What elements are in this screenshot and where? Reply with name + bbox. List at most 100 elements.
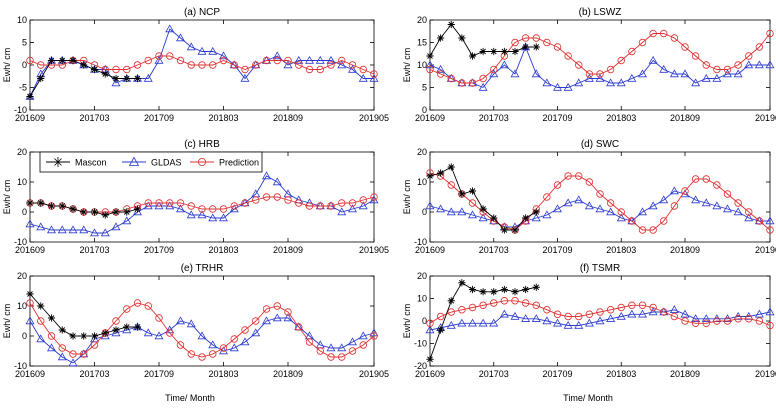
data-point-prediction (479, 301, 487, 309)
data-point-prediction (745, 208, 753, 216)
data-point-prediction (596, 190, 604, 198)
data-point-prediction (617, 208, 625, 216)
data-point-gldas (348, 337, 357, 346)
data-point-gldas (425, 325, 435, 334)
data-point-gldas (680, 69, 690, 78)
data-point-mascon (511, 47, 519, 56)
data-point-prediction (370, 332, 378, 340)
data-point-prediction (47, 332, 56, 340)
data-point-prediction (284, 196, 292, 204)
data-point-gldas (143, 73, 153, 82)
data-point-mascon (26, 199, 34, 207)
x-tick-label: 201905 (359, 245, 389, 255)
series-line-gldas (29, 317, 375, 364)
data-point-prediction (241, 199, 249, 207)
x-tick-label: 201905 (755, 245, 776, 255)
data-point-gldas (553, 204, 562, 213)
data-point-gldas (154, 331, 164, 340)
data-point-gldas (90, 228, 99, 237)
data-point-prediction (713, 181, 721, 189)
data-point-prediction (252, 61, 260, 69)
data-point-prediction (305, 202, 314, 210)
data-point-prediction (596, 308, 604, 316)
data-point-gldas (154, 55, 164, 64)
data-point-gldas (36, 222, 46, 231)
data-point-prediction (585, 178, 594, 186)
data-point-prediction (500, 297, 509, 305)
data-point-gldas (669, 305, 679, 313)
data-point-prediction (37, 61, 45, 69)
data-point-prediction (370, 193, 378, 201)
data-point-prediction (543, 38, 551, 47)
data-point-prediction (230, 335, 238, 343)
data-point-prediction (273, 56, 281, 65)
data-point-prediction (564, 172, 572, 180)
y-tick-label: 20 (17, 271, 27, 281)
data-point-gldas (542, 316, 552, 325)
data-point-mascon (490, 214, 498, 222)
data-point-gldas (595, 204, 605, 213)
data-point-prediction (230, 61, 238, 69)
data-point-gldas (369, 73, 379, 82)
data-point-prediction (284, 56, 292, 65)
data-point-gldas (25, 219, 35, 228)
x-tick-label: 201803 (606, 113, 636, 123)
data-point-prediction (144, 302, 152, 310)
x-tick-label: 201709 (542, 113, 572, 123)
data-point-gldas (468, 318, 477, 327)
data-point-prediction (606, 199, 615, 207)
plot-frame (429, 151, 771, 243)
data-point-mascon (447, 163, 455, 171)
data-point-prediction (734, 199, 742, 207)
data-point-prediction (426, 319, 434, 327)
y-tick-label: 0 (422, 316, 427, 326)
data-point-prediction (628, 301, 636, 309)
data-point-prediction (348, 199, 357, 207)
data-point-gldas (701, 73, 711, 82)
data-point-prediction (166, 329, 174, 337)
data-point-gldas (669, 186, 679, 195)
data-point-mascon (37, 302, 45, 310)
data-point-prediction (123, 305, 131, 313)
data-point-prediction (252, 317, 260, 325)
data-point-prediction (295, 323, 303, 331)
data-point-gldas (68, 358, 78, 367)
y-tick-label: -5 (19, 83, 27, 93)
data-point-prediction (90, 341, 99, 349)
legend-mascon-label: Mascon (75, 158, 107, 168)
data-point-mascon (437, 326, 445, 334)
chart-panel-a-ncp: (a) NCP Ewh/ cm -10 -5 0 5 10 201609 201703 20170… (2, 7, 389, 123)
y-tick-label: 10 (417, 60, 427, 70)
data-point-prediction (359, 196, 367, 204)
data-point-gldas (553, 82, 562, 91)
data-point-prediction (766, 321, 774, 330)
data-point-gldas (100, 228, 110, 237)
data-point-gldas (638, 207, 647, 216)
data-point-gldas (531, 213, 541, 222)
data-point-mascon (490, 288, 498, 296)
data-point-prediction (670, 34, 679, 42)
data-point-mascon (437, 169, 445, 177)
data-point-gldas (648, 201, 658, 210)
data-point-prediction (26, 56, 34, 65)
data-point-prediction (370, 70, 378, 78)
data-point-gldas (197, 46, 207, 55)
x-tick-label: 201709 (542, 245, 572, 255)
data-point-gldas (510, 69, 520, 78)
data-point-gldas (680, 309, 690, 318)
data-point-mascon (479, 288, 487, 296)
x-tick-label: 201703 (479, 369, 509, 379)
series-line-prediction (29, 302, 375, 358)
data-point-prediction (691, 175, 700, 183)
data-point-gldas (272, 177, 282, 186)
data-point-gldas (36, 334, 46, 343)
data-point-prediction (734, 61, 742, 69)
data-point-prediction (713, 65, 721, 74)
data-point-gldas (733, 311, 743, 320)
y-tick-label: 10 (417, 177, 427, 187)
y-tick-label: -10 (414, 237, 427, 247)
data-point-gldas (283, 313, 293, 322)
data-point-gldas (510, 311, 520, 320)
data-point-prediction (359, 341, 367, 349)
